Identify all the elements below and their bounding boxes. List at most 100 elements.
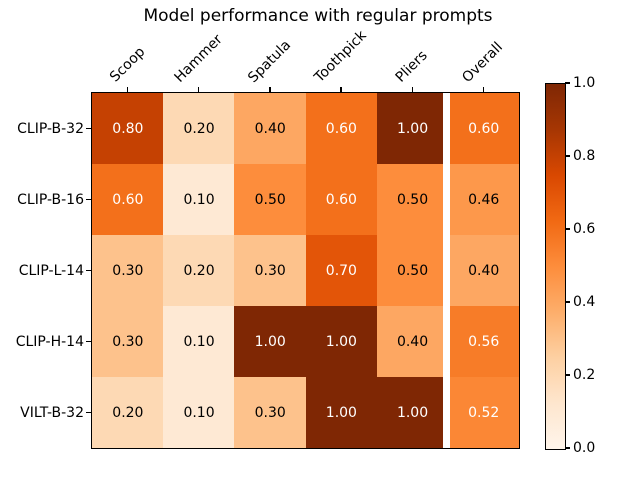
heatmap-cell: 0.30 bbox=[234, 235, 307, 307]
heatmap-cell: 0.20 bbox=[163, 93, 235, 165]
cell-value: 0.60 bbox=[325, 191, 357, 208]
row-label: CLIP-H-14 bbox=[15, 333, 84, 350]
heatmap-cell: 0.10 bbox=[163, 306, 235, 378]
cell-value: 0.40 bbox=[254, 120, 286, 137]
y-tick-mark bbox=[86, 269, 92, 272]
x-tick-mark bbox=[482, 87, 484, 93]
colorbar-tick-label: 0.8 bbox=[573, 148, 596, 164]
cell-value: 1.00 bbox=[254, 333, 286, 350]
cell-value: 0.60 bbox=[112, 191, 144, 208]
heatmap-cell: 0.40 bbox=[447, 235, 520, 307]
cell-value: 0.52 bbox=[468, 404, 500, 421]
heatmap-cell: 0.56 bbox=[447, 306, 520, 378]
colorbar-tick-mark bbox=[565, 374, 570, 376]
column-label: Scoop bbox=[106, 44, 148, 86]
heatmap-cell: 1.00 bbox=[234, 306, 307, 378]
y-tick-mark bbox=[86, 198, 92, 201]
row-label: CLIP-L-14 bbox=[18, 262, 84, 279]
heatmap-cell: 1.00 bbox=[305, 306, 378, 378]
cell-value: 0.60 bbox=[325, 120, 357, 137]
cell-value: 0.70 bbox=[325, 262, 357, 279]
colorbar bbox=[545, 83, 566, 450]
heatmap-cell: 0.46 bbox=[447, 164, 520, 236]
cell-value: 0.50 bbox=[396, 191, 429, 208]
colorbar-gradient bbox=[546, 84, 565, 449]
heatmap-cell: 0.60 bbox=[305, 164, 378, 236]
column-label: Pliers bbox=[392, 47, 431, 86]
cell-value: 0.10 bbox=[183, 404, 215, 421]
cell-value: 0.20 bbox=[183, 262, 215, 279]
heatmap-cell: 0.20 bbox=[92, 377, 164, 449]
heatmap-cell: 1.00 bbox=[305, 377, 378, 449]
heatmap-cell: 0.50 bbox=[376, 164, 449, 236]
x-tick-mark bbox=[198, 87, 200, 93]
cell-value: 0.20 bbox=[183, 120, 215, 137]
heatmap-grid: 0.80 0.20 0.40 0.60 1.00 0.60 0.60 0.10 0.50 0.60… bbox=[91, 92, 520, 449]
cell-value: 0.30 bbox=[254, 262, 286, 279]
colorbar-tick-mark bbox=[565, 82, 570, 84]
heatmap-cell: 0.30 bbox=[92, 235, 164, 307]
colorbar-tick-label: 0.6 bbox=[573, 221, 596, 237]
cell-value: 1.00 bbox=[396, 120, 429, 137]
heatmap-cell: 0.60 bbox=[305, 93, 378, 165]
cell-value: 0.50 bbox=[254, 191, 286, 208]
heatmap-cell: 0.60 bbox=[92, 164, 164, 236]
colorbar-tick-mark bbox=[565, 301, 570, 303]
heatmap-cell: 0.10 bbox=[163, 164, 235, 236]
column-label: Overall bbox=[459, 39, 507, 87]
column-label: Hammer bbox=[171, 31, 226, 86]
cell-value: 1.00 bbox=[325, 333, 357, 350]
cell-value: 0.40 bbox=[396, 333, 429, 350]
heatmap-cell: 0.52 bbox=[447, 377, 520, 449]
heatmap-cell: 0.20 bbox=[163, 235, 235, 307]
row-label: VILT-B-32 bbox=[20, 404, 84, 421]
colorbar-tick-mark bbox=[565, 447, 570, 449]
cell-value: 0.46 bbox=[468, 191, 500, 208]
heatmap-cell: 0.60 bbox=[447, 93, 520, 165]
cell-value: 0.40 bbox=[468, 262, 500, 279]
heatmap-cell: 0.50 bbox=[234, 164, 307, 236]
x-tick-mark bbox=[411, 87, 413, 93]
colorbar-tick-label: 0.2 bbox=[573, 367, 596, 383]
chart-title: Model performance with regular prompts bbox=[143, 6, 493, 26]
column-separator bbox=[443, 93, 450, 448]
x-tick-mark bbox=[340, 87, 342, 93]
cell-value: 0.30 bbox=[254, 404, 286, 421]
heatmap-cell: 1.00 bbox=[376, 377, 449, 449]
heatmap-cell: 0.50 bbox=[376, 235, 449, 307]
heatmap-cell: 1.00 bbox=[376, 93, 449, 165]
colorbar-tick-mark bbox=[565, 228, 570, 230]
heatmap-cell: 0.40 bbox=[234, 93, 307, 165]
y-tick-mark bbox=[86, 340, 92, 343]
cell-value: 0.10 bbox=[183, 333, 215, 350]
cell-value: 0.30 bbox=[112, 262, 144, 279]
heatmap-cell: 0.30 bbox=[234, 377, 307, 449]
cell-value: 0.30 bbox=[112, 333, 144, 350]
colorbar-tick-label: 0.4 bbox=[573, 294, 596, 310]
cell-value: 1.00 bbox=[396, 404, 429, 421]
heatmap-cell: 0.30 bbox=[92, 306, 164, 378]
colorbar-tick-label: 0.0 bbox=[573, 440, 596, 456]
heatmap-cell: 0.70 bbox=[305, 235, 378, 307]
cell-value: 0.20 bbox=[112, 404, 144, 421]
column-label: Spatula bbox=[245, 37, 295, 87]
heatmap-cell: 0.10 bbox=[163, 377, 235, 449]
row-label: CLIP-B-32 bbox=[17, 120, 84, 137]
cell-value: 0.10 bbox=[183, 191, 215, 208]
x-tick-mark bbox=[269, 87, 271, 93]
colorbar-tick-mark bbox=[565, 155, 570, 157]
colorbar-tick-label: 1.0 bbox=[573, 75, 596, 91]
column-label: Toothpick bbox=[311, 27, 370, 87]
cell-value: 0.60 bbox=[468, 120, 500, 137]
cell-value: 1.00 bbox=[325, 404, 357, 421]
y-tick-mark bbox=[86, 411, 92, 414]
cell-value: 0.56 bbox=[468, 333, 500, 350]
x-tick-mark bbox=[126, 87, 129, 93]
heatmap-cell: 0.80 bbox=[92, 93, 164, 165]
cell-value: 0.50 bbox=[396, 262, 429, 279]
row-label: CLIP-B-16 bbox=[17, 191, 84, 208]
cell-value: 0.80 bbox=[112, 120, 144, 137]
y-tick-mark bbox=[86, 127, 92, 130]
heatmap-cell: 0.40 bbox=[376, 306, 449, 378]
